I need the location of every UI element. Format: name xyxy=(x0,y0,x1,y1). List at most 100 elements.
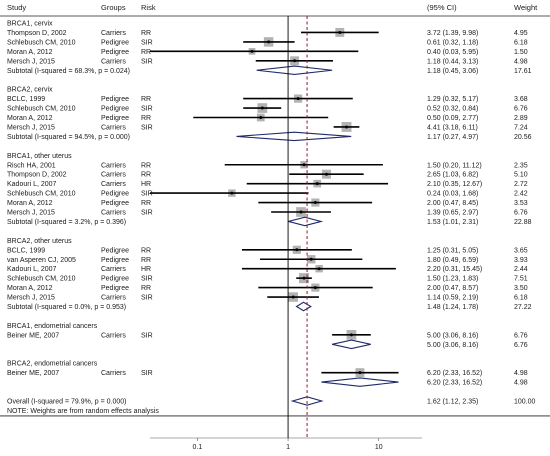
point-estimate xyxy=(296,97,300,101)
study-risk: SIR xyxy=(141,332,153,339)
study-ci: 1.18 (0.44, 3.13) xyxy=(427,58,478,65)
study-name: Moran A, 2012 xyxy=(7,285,53,292)
study-name: Schlebusch CM, 2010 xyxy=(7,39,76,46)
study-weight: 7.24 xyxy=(514,124,528,131)
header-ci: (95% CI) xyxy=(427,3,457,12)
group-label: BRCA1, cervix xyxy=(7,21,53,28)
study-ci: 1.29 (0.32, 5.17) xyxy=(427,96,478,103)
study-weight: 2.42 xyxy=(514,191,528,198)
x-tick-label: 10 xyxy=(375,444,383,451)
group-label: BRCA2, cervix xyxy=(7,87,53,94)
study-group: Pedigree xyxy=(101,106,129,113)
study-ci: 3.72 (1.39, 9.98) xyxy=(427,30,478,37)
study-name: Beiner ME, 2007 xyxy=(7,332,59,339)
study-risk: RR xyxy=(141,115,151,122)
study-weight: 2.89 xyxy=(514,115,528,122)
point-estimate xyxy=(324,172,328,176)
subtotal-ci: 1.18 (0.45, 3.06) xyxy=(427,68,478,75)
study-ci: 1.25 (0.31, 5.05) xyxy=(427,247,478,254)
study-risk: SIR xyxy=(141,276,153,283)
subtotal-ci: 1.17 (0.27, 4.97) xyxy=(427,134,478,141)
study-weight: 6.76 xyxy=(514,210,528,217)
study-group: Carriers xyxy=(101,58,126,65)
subtotal-ci: 1.53 (1.01, 2.31) xyxy=(427,219,478,226)
study-weight: 6.76 xyxy=(514,332,528,339)
study-group: Pedigree xyxy=(101,191,129,198)
point-estimate xyxy=(309,257,313,261)
study-risk: SIR xyxy=(141,58,153,65)
study-group: Carriers xyxy=(101,162,126,169)
study-group: Carriers xyxy=(101,295,126,302)
study-weight: 5.10 xyxy=(514,172,528,179)
study-risk: SIR xyxy=(141,106,153,113)
study-risk: RR xyxy=(141,285,151,292)
point-estimate xyxy=(358,371,362,375)
study-group: Pedigree xyxy=(101,115,129,122)
study-group: Carriers xyxy=(101,181,126,188)
study-name: BCLC, 1999 xyxy=(7,96,45,103)
header-study: Study xyxy=(7,3,26,12)
study-risk: SIR xyxy=(141,370,153,377)
study-weight: 3.65 xyxy=(514,247,528,254)
study-group: Pedigree xyxy=(101,49,129,56)
header-row: Study Groups Risk (95% CI) Weight xyxy=(7,3,538,12)
study-name: Schlebusch CM, 2010 xyxy=(7,191,76,198)
subtotal-label: Subtotal (I-squared = 3.2%, p = 0.396) xyxy=(7,219,126,226)
study-group: Pedigree xyxy=(101,257,129,264)
study-risk: SIR xyxy=(141,39,153,46)
point-estimate xyxy=(313,286,317,290)
study-risk: RR xyxy=(141,172,151,179)
point-estimate xyxy=(299,210,303,214)
study-risk: RR xyxy=(141,30,151,37)
study-risk: SIR xyxy=(141,191,153,198)
study-name: Thompson D, 2002 xyxy=(7,172,67,179)
study-risk: HR xyxy=(141,266,151,273)
study-ci: 0.61 (0.32, 1.18) xyxy=(427,39,478,46)
study-group: Carriers xyxy=(101,210,126,217)
subtotal-weight: 6.76 xyxy=(514,342,528,349)
study-risk: SIR xyxy=(141,295,153,302)
study-name: Mersch J, 2015 xyxy=(7,210,55,217)
study-risk: RR xyxy=(141,247,151,254)
point-estimate xyxy=(293,59,297,63)
study-ci: 0.40 (0.03, 5.95) xyxy=(427,49,478,56)
subtotal-label: Subtotal (I-squared = 68.3%, p = 0.024) xyxy=(7,68,130,75)
study-group: Pedigree xyxy=(101,200,129,207)
x-tick-label: 1 xyxy=(286,444,290,451)
subtotal-weight: 4.98 xyxy=(514,380,528,387)
study-weight: 3.53 xyxy=(514,200,528,207)
study-name: Moran A, 2012 xyxy=(7,200,53,207)
study-weight: 6.76 xyxy=(514,106,528,113)
subtotal-diamond xyxy=(236,131,352,142)
point-estimate xyxy=(230,191,234,195)
x-axis: 0.1 1 10 xyxy=(0,16,550,451)
point-estimate xyxy=(260,106,264,110)
study-ci: 0.52 (0.32, 0.84) xyxy=(427,106,478,113)
study-group: Carriers xyxy=(101,30,126,37)
header-groups: Groups xyxy=(101,3,126,12)
x-tick-label: 0.1 xyxy=(193,444,203,451)
study-name: Kadouri L, 2007 xyxy=(7,181,57,188)
study-ci: 2.00 (0.47, 8.45) xyxy=(427,200,478,207)
overall-weight: 100.00 xyxy=(514,399,536,406)
point-estimate xyxy=(291,295,295,299)
point-estimate xyxy=(267,40,271,44)
header-risk: Risk xyxy=(141,3,156,12)
study-risk: RR xyxy=(141,96,151,103)
study-name: Mersch J, 2015 xyxy=(7,124,55,131)
note-text: NOTE: Weights are from random effects an… xyxy=(7,408,159,415)
study-name: Mersch J, 2015 xyxy=(7,295,55,302)
subtotal-weight: 22.88 xyxy=(514,219,532,226)
study-name: BCLC, 1999 xyxy=(7,247,45,254)
point-estimate xyxy=(302,276,306,280)
study-group: Pedigree xyxy=(101,285,129,292)
subtotal-diamond xyxy=(288,216,324,227)
study-risk: RR xyxy=(141,162,151,169)
point-estimate xyxy=(315,182,319,186)
point-estimate xyxy=(295,248,299,252)
subtotal-diamond xyxy=(321,377,399,387)
study-group: Carriers xyxy=(101,124,126,131)
study-ci: 1.39 (0.65, 2.97) xyxy=(427,210,478,217)
group-label: BRCA1, other uterus xyxy=(7,153,72,160)
